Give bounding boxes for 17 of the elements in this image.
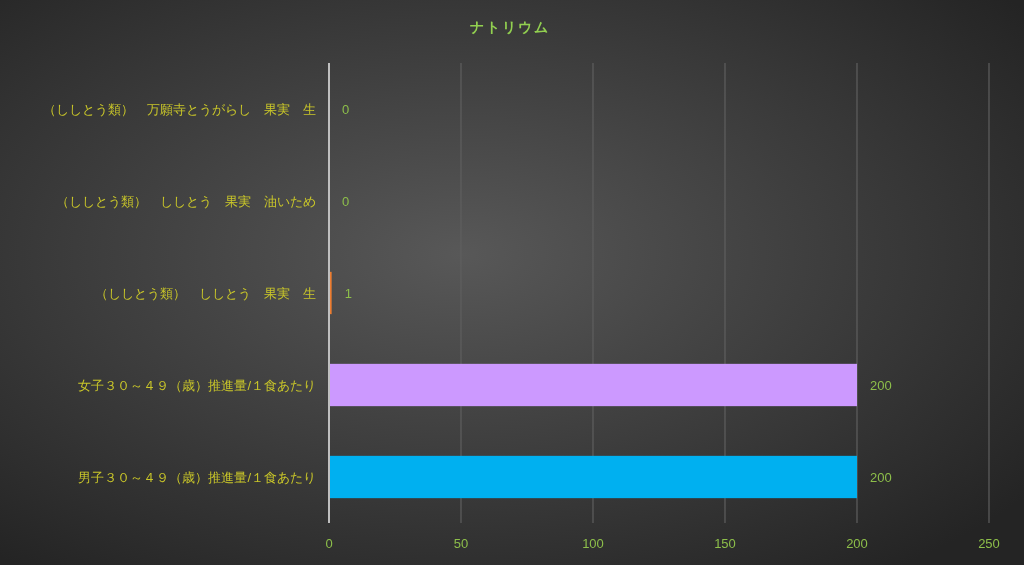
data-label: 200	[870, 378, 892, 393]
x-tick-label: 100	[582, 536, 604, 551]
y-tick-label: （ししとう類） ししとう 果実 生	[95, 286, 316, 301]
x-tick-label: 150	[714, 536, 736, 551]
x-tick-label: 200	[846, 536, 868, 551]
y-tick-label: （ししとう類） ししとう 果実 油いため	[56, 194, 316, 209]
y-tick-label: （ししとう類） 万願寺とうがらし 果実 生	[43, 102, 316, 117]
x-tick-label: 250	[978, 536, 1000, 551]
y-tick-label: 女子３０～４９（歳）推進量/１食あたり	[78, 378, 316, 393]
data-label: 0	[342, 194, 350, 209]
x-tick-label: 0	[325, 536, 333, 551]
data-label: 200	[870, 470, 892, 485]
x-tick-label: 50	[453, 536, 469, 551]
data-label: 1	[344, 286, 352, 301]
data-label: 0	[342, 102, 350, 117]
y-tick-label: 男子３０～４９（歳）推進量/１食あたり	[78, 470, 316, 485]
chart-title: ナトリウム	[470, 19, 550, 35]
